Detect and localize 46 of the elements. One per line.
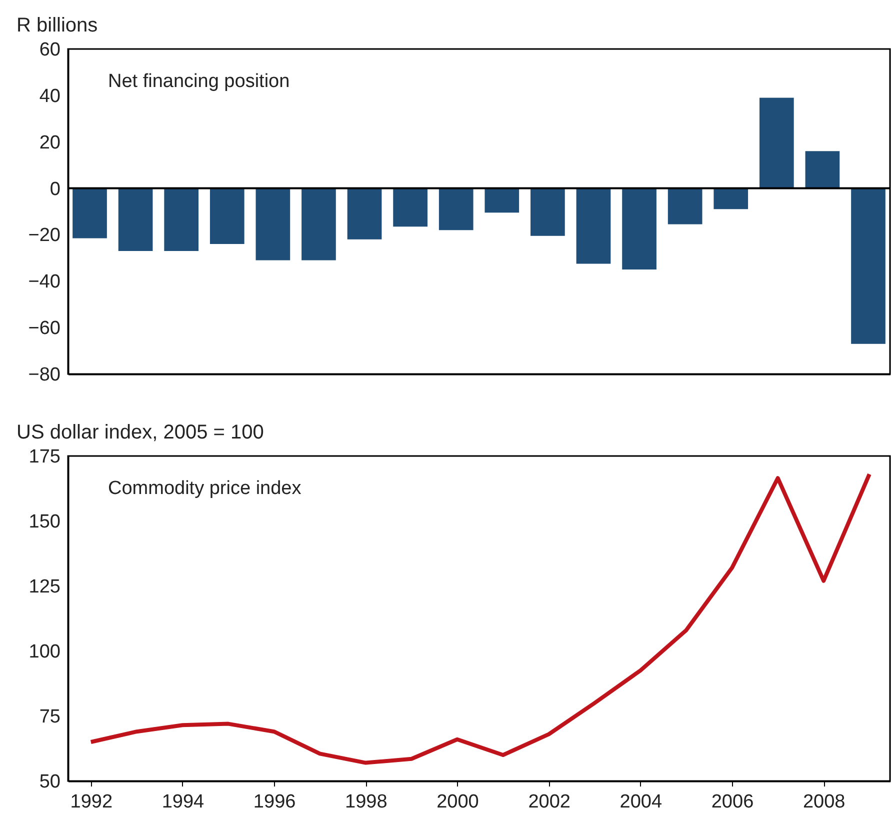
x-tick-label: 1994 [162,792,205,812]
y-axis-title: R billions [16,14,98,36]
bar [851,188,886,344]
bar [210,188,244,244]
y-tick-label: 0 [50,178,60,200]
y-tick-label: 20 [39,132,60,154]
line-series [88,472,872,765]
bar [72,188,107,238]
y-tick-label: 150 [28,512,60,532]
bar [714,188,748,210]
bar [484,188,520,213]
bar [576,188,611,264]
bar [302,188,336,260]
y-tick-label: 100 [28,642,60,662]
bar [438,188,474,230]
x-tick-label: 2002 [528,792,570,812]
bar [759,98,794,188]
bar [118,188,153,251]
y-tick-label: 60 [39,40,60,60]
x-tick-label: 1992 [70,792,113,812]
x-tick-label: 2008 [802,792,846,812]
bar [347,188,382,240]
y-axis-title: US dollar index, 2005 = 100 [16,422,264,444]
y-tick-label: 175 [28,446,60,468]
bar [622,188,656,270]
bar [530,188,565,236]
x-tick-label: 1998 [345,792,388,812]
y-tick-label: 75 [39,706,60,728]
y-tick-label: −60 [28,318,60,340]
bar [256,188,290,260]
x-tick-label: 2000 [436,792,479,812]
bar [668,188,702,224]
y-tick-label: 50 [39,772,60,792]
annotation: Commodity price index [108,478,302,499]
y-tick-label: −40 [28,272,60,293]
bar [393,188,428,227]
x-tick-label: 2006 [711,792,754,812]
x-tick-label: 1996 [253,792,296,812]
y-tick-label: −80 [28,364,60,386]
x-tick-label: 2004 [620,792,662,812]
bar [164,188,199,251]
y-tick-label: 40 [39,86,60,107]
annotation: Net financing position [108,71,290,92]
bar [805,151,840,188]
y-tick-label: 125 [28,576,60,598]
y-tick-label: −20 [28,225,60,246]
